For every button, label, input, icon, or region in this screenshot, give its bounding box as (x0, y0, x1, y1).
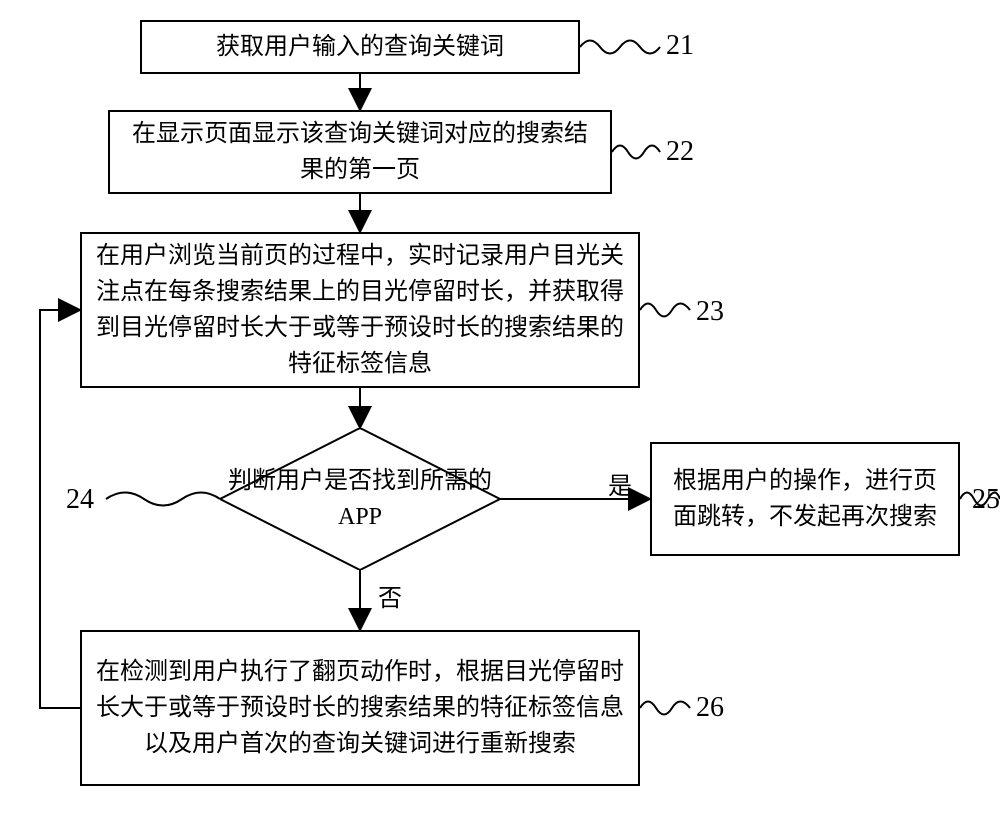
step-22-text: 在显示页面显示该查询关键词对应的搜索结果的第一页 (124, 116, 596, 188)
step-23-text: 在用户浏览当前页的过程中，实时记录用户目光关注点在每条搜索结果上的目光停留时长，… (96, 238, 624, 382)
stepnum-22: 22 (666, 136, 694, 168)
stepnum-24-text: 24 (66, 484, 94, 515)
flowchart-canvas: 获取用户输入的查询关键词 在显示页面显示该查询关键词对应的搜索结果的第一页 在用… (0, 0, 1000, 826)
step-23-box: 在用户浏览当前页的过程中，实时记录用户目光关注点在每条搜索结果上的目光停留时长，… (80, 232, 640, 388)
stepnum-25-text: 25 (972, 484, 1000, 515)
stepnum-21-text: 21 (666, 30, 694, 61)
step-24-decision: 判断用户是否找到所需的APP (220, 428, 500, 570)
stepnum-22-text: 22 (666, 136, 694, 167)
step-26-box: 在检测到用户执行了翻页动作时，根据目光停留时长大于或等于预设时长的搜索结果的特征… (80, 630, 640, 786)
step-21-box: 获取用户输入的查询关键词 (140, 20, 580, 74)
step-26-text: 在检测到用户执行了翻页动作时，根据目光停留时长大于或等于预设时长的搜索结果的特征… (96, 654, 624, 762)
stepnum-25: 25 (972, 484, 1000, 516)
stepnum-21: 21 (666, 30, 694, 62)
label-no-text: 否 (378, 586, 402, 612)
stepnum-23: 23 (696, 296, 724, 328)
step-25-box: 根据用户的操作，进行页面跳转，不发起再次搜索 (650, 442, 960, 556)
step-21-text: 获取用户输入的查询关键词 (216, 29, 504, 65)
label-yes: 是 (608, 466, 632, 501)
step-24-text: 判断用户是否找到所需的APP (220, 463, 500, 535)
label-yes-text: 是 (608, 474, 632, 500)
label-no: 否 (378, 578, 402, 613)
stepnum-26-text: 26 (696, 692, 724, 723)
stepnum-23-text: 23 (696, 296, 724, 327)
step-25-text: 根据用户的操作，进行页面跳转，不发起再次搜索 (666, 463, 944, 535)
stepnum-24: 24 (66, 484, 94, 516)
step-22-box: 在显示页面显示该查询关键词对应的搜索结果的第一页 (108, 110, 612, 194)
stepnum-26: 26 (696, 692, 724, 724)
